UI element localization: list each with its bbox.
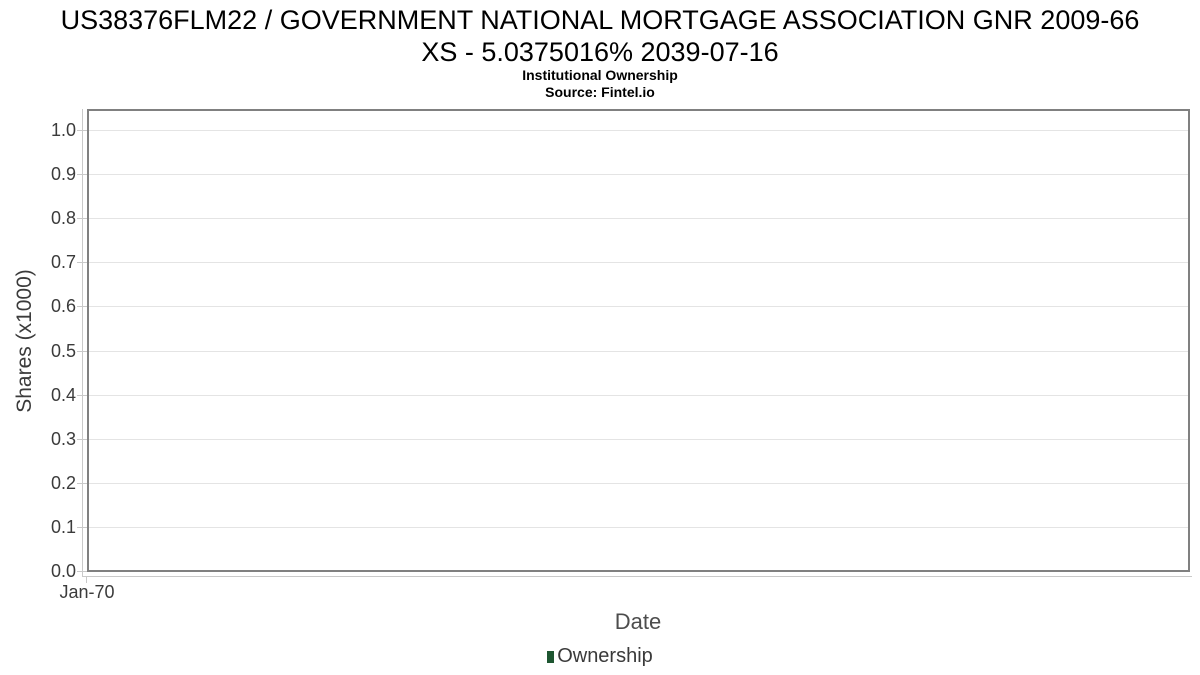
y-tick-label: 1.0 — [50, 120, 76, 140]
gridline — [89, 395, 1188, 396]
y-axis-tick — [77, 439, 87, 440]
gridline — [89, 351, 1188, 352]
y-axis-tick — [77, 351, 87, 352]
x-tick-label: Jan-70 — [59, 582, 115, 602]
chart-legend: Ownership — [0, 645, 1200, 668]
y-tick-label: 0.2 — [50, 473, 76, 493]
y-tick-label: 0.0 — [50, 561, 76, 581]
y-tick-label: 0.5 — [50, 341, 76, 361]
y-axis-tick — [77, 174, 87, 175]
gridline — [89, 218, 1188, 219]
y-tick-label: 0.8 — [50, 208, 76, 228]
y-axis-tick — [77, 527, 87, 528]
chart-source: Source: Fintel.io — [545, 84, 655, 100]
y-tick-label: 0.7 — [50, 252, 76, 272]
y-axis-tick — [77, 571, 87, 572]
gridline — [89, 439, 1188, 440]
y-axis-line — [82, 109, 83, 577]
y-axis-title: Shares (x1000) — [13, 269, 36, 413]
gridline — [89, 306, 1188, 307]
gridline — [89, 130, 1188, 131]
y-axis-tick — [77, 306, 87, 307]
x-axis-tick — [86, 577, 87, 583]
y-axis-tick — [77, 395, 87, 396]
x-axis-line — [82, 576, 1192, 577]
y-axis-tick — [77, 218, 87, 219]
chart-title: US38376FLM22 / GOVERNMENT NATIONAL MORTG… — [60, 5, 1140, 67]
y-tick-label: 0.3 — [50, 429, 76, 449]
y-axis-tick — [77, 130, 87, 131]
y-axis-tick — [77, 483, 87, 484]
y-tick-label: 0.6 — [50, 296, 76, 316]
y-tick-label: 0.4 — [50, 385, 76, 405]
y-tick-label: 0.9 — [50, 164, 76, 184]
legend-item[interactable]: Ownership — [547, 645, 653, 668]
plot-area — [87, 109, 1190, 572]
gridline — [89, 262, 1188, 263]
y-tick-label: 0.1 — [50, 517, 76, 537]
x-axis-title: Date — [614, 609, 662, 634]
legend-label: Ownership — [557, 645, 653, 667]
gridline — [89, 483, 1188, 484]
gridline — [89, 174, 1188, 175]
y-axis-tick — [77, 262, 87, 263]
gridline — [89, 527, 1188, 528]
legend-marker-icon — [547, 650, 555, 663]
chart-subtitle: Institutional Ownership — [522, 67, 678, 83]
